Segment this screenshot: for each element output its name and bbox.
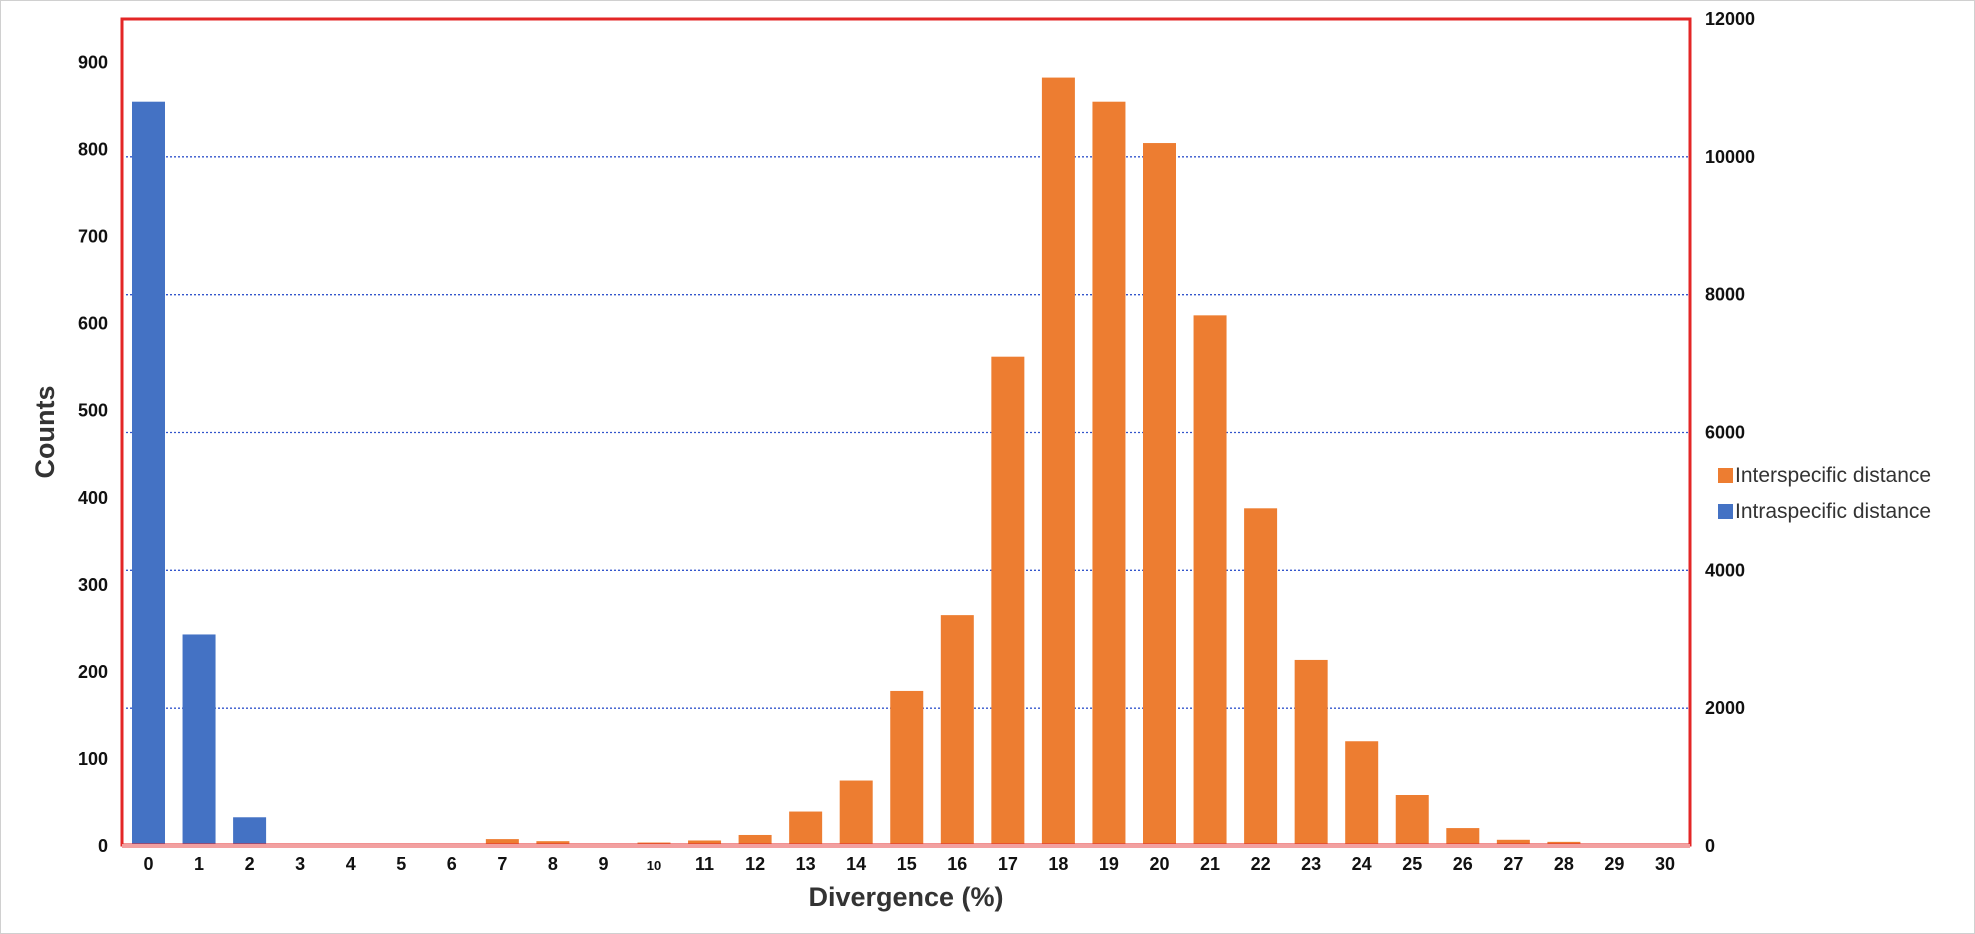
- interspecific-distance-bar: [1244, 508, 1278, 846]
- x-tick-label: 26: [1453, 854, 1473, 874]
- y-right-tick-label: 10000: [1705, 147, 1755, 167]
- interspecific-distance-bar: [1092, 101, 1126, 846]
- interspecific-distance-bar: [1345, 741, 1379, 846]
- x-tick-label: 29: [1604, 854, 1624, 874]
- y-left-tick-label: 0: [98, 836, 108, 856]
- y-left-tick-label: 500: [78, 401, 108, 421]
- interspecific-distance-bar: [839, 780, 873, 846]
- x-tick-label: 28: [1554, 854, 1574, 874]
- y-left-tick-label: 100: [78, 749, 108, 769]
- interspecific-distance-bar: [1496, 839, 1530, 846]
- x-tick-label: 25: [1402, 854, 1422, 874]
- interspecific-distance-bar: [1446, 828, 1480, 846]
- x-tick-label: 4: [346, 854, 356, 874]
- interspecific-distance-bar: [688, 840, 722, 846]
- y-right-tick-label: 12000: [1705, 9, 1755, 29]
- x-tick-label: 23: [1301, 854, 1321, 874]
- legend-label: Intraspecific distance: [1735, 500, 1931, 523]
- legend: Interspecific distance Intraspecific dist…: [1718, 464, 1931, 523]
- y-left-tick-label: 700: [78, 227, 108, 247]
- x-tick-label: 5: [396, 854, 406, 874]
- x-tick-label: 8: [548, 854, 558, 874]
- x-tick-label: 6: [447, 854, 457, 874]
- interspecific-distance-bar: [991, 356, 1025, 846]
- x-tick-label: 17: [998, 854, 1018, 874]
- x-tick-label: 15: [897, 854, 917, 874]
- x-tick-label: 21: [1200, 854, 1220, 874]
- interspecific-distance-bar: [890, 690, 924, 846]
- intraspecific-distance-bar: [233, 817, 267, 846]
- y-right-tick-label: 4000: [1705, 560, 1745, 580]
- x-axis-ticks: 0 1 2 3 4 5 6 7 8 9 10 11 12 13 14 15 16 17 18 19 20 21 22 23 24…: [143, 854, 1675, 874]
- y-axis-left-ticks: 0 100 200 300 400 500 600 700 800 900: [78, 53, 108, 856]
- y-right-tick-label: 0: [1705, 836, 1715, 856]
- legend-swatch: [1718, 468, 1733, 483]
- x-tick-label: 12: [745, 854, 765, 874]
- y-left-tick-label: 300: [78, 575, 108, 595]
- y-axis-title: Counts: [30, 386, 60, 479]
- x-tick-label: 13: [796, 854, 816, 874]
- interspecific-distance-bar: [1395, 795, 1429, 846]
- x-tick-label: 30: [1655, 854, 1675, 874]
- legend-swatch: [1718, 504, 1733, 519]
- y-axis-right-ticks: 0 2000 4000 6000 8000 10000 12000: [1705, 9, 1755, 856]
- intraspecific-distance-bar: [132, 101, 165, 846]
- x-tick-label: 0: [143, 854, 153, 874]
- x-tick-label: 18: [1048, 854, 1068, 874]
- bars: [132, 77, 1682, 847]
- x-tick-label: 20: [1149, 854, 1169, 874]
- x-tick-label: 2: [245, 854, 255, 874]
- interspecific-distance-bar: [1193, 315, 1227, 846]
- y-left-tick-label: 900: [78, 53, 108, 73]
- y-left-tick-label: 600: [78, 314, 108, 334]
- interspecific-distance-bar: [1041, 77, 1075, 847]
- interspecific-distance-bar: [940, 615, 974, 846]
- x-tick-label: 22: [1251, 854, 1271, 874]
- x-tick-label: 1: [194, 854, 204, 874]
- y-right-tick-label: 8000: [1705, 285, 1745, 305]
- interspecific-distance-bar: [738, 834, 772, 846]
- x-tick-label: 16: [947, 854, 967, 874]
- legend-label: Interspecific distance: [1735, 464, 1931, 487]
- y-right-tick-label: 6000: [1705, 423, 1745, 443]
- y-left-tick-label: 400: [78, 488, 108, 508]
- y-right-tick-label: 2000: [1705, 698, 1745, 718]
- x-tick-label: 7: [497, 854, 507, 874]
- interspecific-distance-bar: [1143, 143, 1176, 847]
- interspecific-distance-bar: [789, 811, 823, 846]
- x-tick-label: 9: [598, 854, 608, 874]
- x-tick-label: 27: [1503, 854, 1523, 874]
- interspecific-distance-bar: [485, 839, 519, 846]
- x-tick-label: 14: [846, 854, 866, 874]
- interspecific-distance-bar: [1294, 659, 1328, 846]
- x-tick-label: 10: [647, 858, 661, 873]
- intraspecific-distance-bar: [182, 634, 216, 846]
- x-tick-label: 3: [295, 854, 305, 874]
- x-tick-label: 24: [1352, 854, 1372, 874]
- y-left-tick-label: 200: [78, 662, 108, 682]
- x-axis-title: Divergence (%): [808, 882, 1003, 912]
- y-left-tick-label: 800: [78, 140, 108, 160]
- x-tick-label: 11: [695, 854, 714, 874]
- x-tick-label: 19: [1099, 854, 1119, 874]
